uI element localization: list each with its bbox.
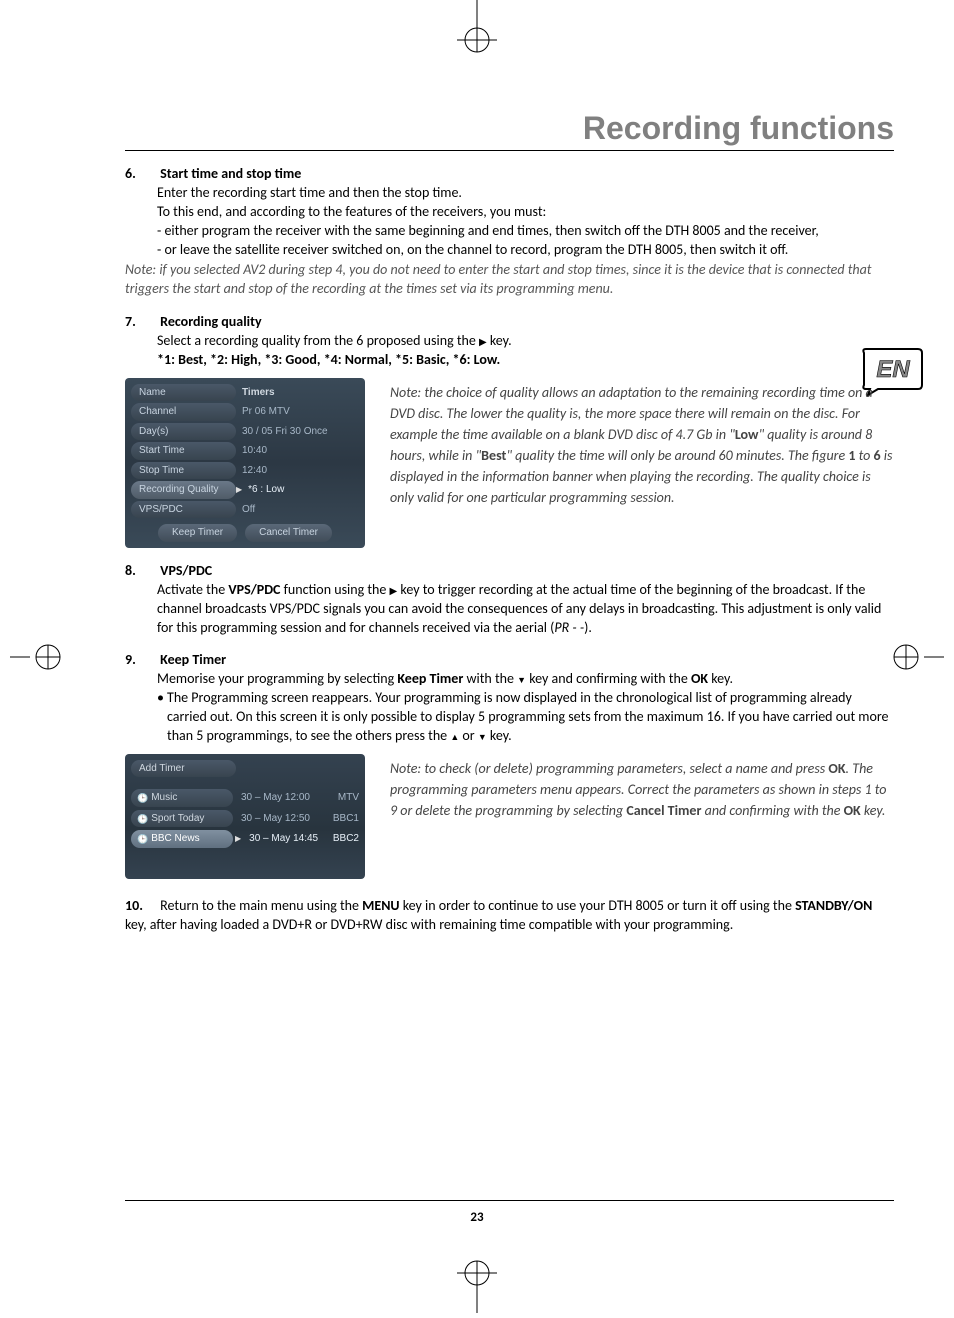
- step-8-title: VPS/PDC: [160, 562, 212, 579]
- step-7-line1b: key.: [487, 332, 512, 349]
- step-8: 8. VPS/PDC Activate the VPS/PDC function…: [125, 562, 894, 638]
- step-9: 9. Keep Timer Memorise your programming …: [125, 651, 894, 878]
- osd-stop-value: 12:40: [236, 462, 273, 480]
- step-10-num: 10.: [125, 897, 157, 916]
- step-6-line4: - or leave the satellite receiver switch…: [157, 241, 894, 260]
- step-9-num: 9.: [125, 651, 157, 670]
- osd-stop-label: Stop Time: [131, 462, 236, 480]
- down-arrow-icon: [517, 670, 526, 687]
- osd-name-label: Name: [131, 384, 236, 402]
- page-number: 23: [0, 1210, 954, 1225]
- osd2-row-sport: 🕒Sport Today: [131, 810, 233, 828]
- step-7-num: 7.: [125, 313, 157, 332]
- osd-name-value: Timers: [236, 384, 281, 402]
- step-6-note: Note: if you selected AV2 during step 4,…: [125, 261, 894, 299]
- osd-days-value: 30 / 05 Fri 30 Once: [236, 423, 334, 441]
- clock-icon: 🕒: [137, 792, 148, 804]
- osd-arrow-icon: ▶: [233, 834, 241, 845]
- osd-vpspdc-label: VPS/PDC: [131, 501, 236, 519]
- osd-timers: NameTimers ChannelPr 06 MTV Day(s)30 / 0…: [125, 378, 365, 548]
- down-arrow-icon: [478, 727, 487, 744]
- rule-bottom: [125, 1200, 894, 1201]
- crop-mark-bottom: [447, 1253, 507, 1313]
- osd-cancel-timer-button: Cancel Timer: [245, 524, 332, 542]
- step-7-note: Note: the choice of quality allows an ad…: [390, 378, 894, 508]
- step-6-num: 6.: [125, 165, 157, 184]
- page-title: Recording functions: [583, 110, 894, 147]
- osd2-row-music: 🕒Music: [131, 789, 233, 807]
- rule-top: [125, 150, 894, 151]
- content: 6. Start time and stop time Enter the re…: [125, 165, 894, 949]
- step-6-title: Start time and stop time: [160, 165, 301, 182]
- right-arrow-icon: [479, 332, 487, 349]
- osd2-row-bbc-news: 🕒BBC News: [131, 830, 233, 848]
- osd-days-label: Day(s): [131, 423, 236, 441]
- osd-keep-timer-button: Keep Timer: [158, 524, 237, 542]
- osd-timer-list: Add Timer 🕒Music30 – May 12:00MTV 🕒Sport…: [125, 754, 365, 879]
- step-9-note: Note: to check (or delete) programming p…: [390, 754, 894, 821]
- step-6-line2: To this end, and according to the featur…: [157, 203, 894, 222]
- step-8-num: 8.: [125, 562, 157, 581]
- step-9-bullet: • The Programming screen reappears. Your…: [157, 689, 894, 746]
- step-6: 6. Start time and stop time Enter the re…: [125, 165, 894, 299]
- step-6-line3: - either program the receiver with the s…: [157, 222, 894, 241]
- step-7-line2: *1: Best, *2: High, *3: Good, *4: Normal…: [157, 351, 894, 370]
- step-8-body: Activate the VPS/PDC function using the …: [157, 581, 894, 638]
- step-9-body: Memorise your programming by selecting K…: [157, 670, 894, 689]
- osd-channel-label: Channel: [131, 403, 236, 421]
- step-10: 10. Return to the main menu using the ME…: [125, 897, 894, 935]
- osd-quality-value: *6 : Low: [242, 481, 290, 499]
- up-arrow-icon: [450, 727, 459, 744]
- clock-icon: 🕒: [137, 813, 148, 825]
- osd2-add-timer: Add Timer: [131, 760, 236, 778]
- step-7-body: Select a recording quality from the 6 pr…: [157, 332, 894, 370]
- osd-channel-value: Pr 06 MTV: [236, 403, 296, 421]
- osd-vpspdc-value: Off: [236, 501, 261, 519]
- crop-mark-left: [10, 627, 70, 687]
- step-9-title: Keep Timer: [160, 651, 226, 668]
- crop-mark-top: [447, 0, 507, 60]
- step-10-body: Return to the main menu using the MENU k…: [125, 897, 872, 933]
- osd-quality-label: Recording Quality: [131, 481, 236, 499]
- clock-icon: 🕒: [137, 833, 148, 845]
- step-7: 7. Recording quality Select a recording …: [125, 313, 894, 548]
- step-7-line1a: Select a recording quality from the 6 pr…: [157, 332, 479, 349]
- osd-start-value: 10:40: [236, 442, 273, 460]
- step-6-line1: Enter the recording start time and then …: [157, 184, 894, 203]
- step-6-body: Enter the recording start time and then …: [157, 184, 894, 260]
- step-7-title: Recording quality: [160, 313, 261, 330]
- osd-start-label: Start Time: [131, 442, 236, 460]
